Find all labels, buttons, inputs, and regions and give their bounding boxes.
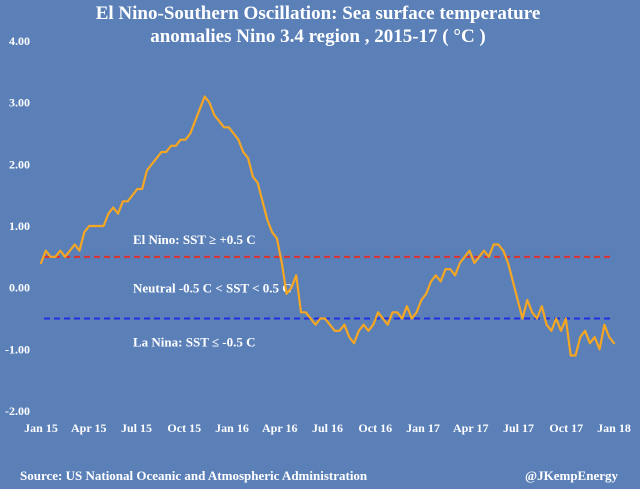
x-tick-label: Oct 15 <box>167 421 201 435</box>
x-tick-label: Apr 17 <box>453 421 488 435</box>
x-tick-label: Jan 17 <box>406 421 440 435</box>
threshold-lines <box>44 255 614 320</box>
chart-subtitle: anomalies Nino 3.4 region , 2015-17 ( °C… <box>150 26 486 47</box>
la-nina-label: La Nina: SST ≤ -0.5 C <box>133 335 255 350</box>
chart-title: El Nino-Southern Oscillation: Sea surfac… <box>96 3 541 24</box>
y-tick-label: 4.00 <box>9 34 30 48</box>
y-tick-label: 2.00 <box>9 157 30 171</box>
x-tick-label: Jul 15 <box>121 421 152 435</box>
series-lines <box>39 95 616 357</box>
y-tick-label: -2.00 <box>5 404 30 418</box>
y-axis-ticks: 4.00 3.00 2.00 1.00 0.00 -1.00 -2.00 <box>5 34 30 418</box>
y-tick-label: -1.00 <box>5 342 30 356</box>
sst-anomaly-line <box>39 95 616 357</box>
x-tick-label: Jan 18 <box>597 421 631 435</box>
y-tick-label: 0.00 <box>9 281 30 295</box>
x-tick-label: Jan 15 <box>24 421 58 435</box>
source-note: Source: US National Oceanic and Atmosphe… <box>20 468 368 483</box>
x-tick-label: Oct 16 <box>358 421 392 435</box>
y-tick-label: 1.00 <box>9 219 30 233</box>
x-tick-label: Jan 16 <box>215 421 249 435</box>
annotations: El Nino: SST ≥ +0.5 C Neutral -0.5 C < SS… <box>133 232 292 350</box>
author-credit: @JKempEnergy <box>525 468 618 483</box>
neutral-label: Neutral -0.5 C < SST < 0.5 C <box>133 281 292 296</box>
y-tick-label: 3.00 <box>9 96 30 110</box>
x-tick-label: Oct 17 <box>549 421 583 435</box>
el-nino-label: El Nino: SST ≥ +0.5 C <box>133 232 256 247</box>
x-axis-ticks: Jan 15 Apr 15 Jul 15 Oct 15 Jan 16 Apr 16 Jul … <box>24 421 631 435</box>
x-tick-label: Apr 16 <box>262 421 297 435</box>
x-tick-label: Apr 15 <box>71 421 106 435</box>
x-tick-label: Jul 17 <box>503 421 534 435</box>
x-tick-label: Jul 16 <box>312 421 343 435</box>
